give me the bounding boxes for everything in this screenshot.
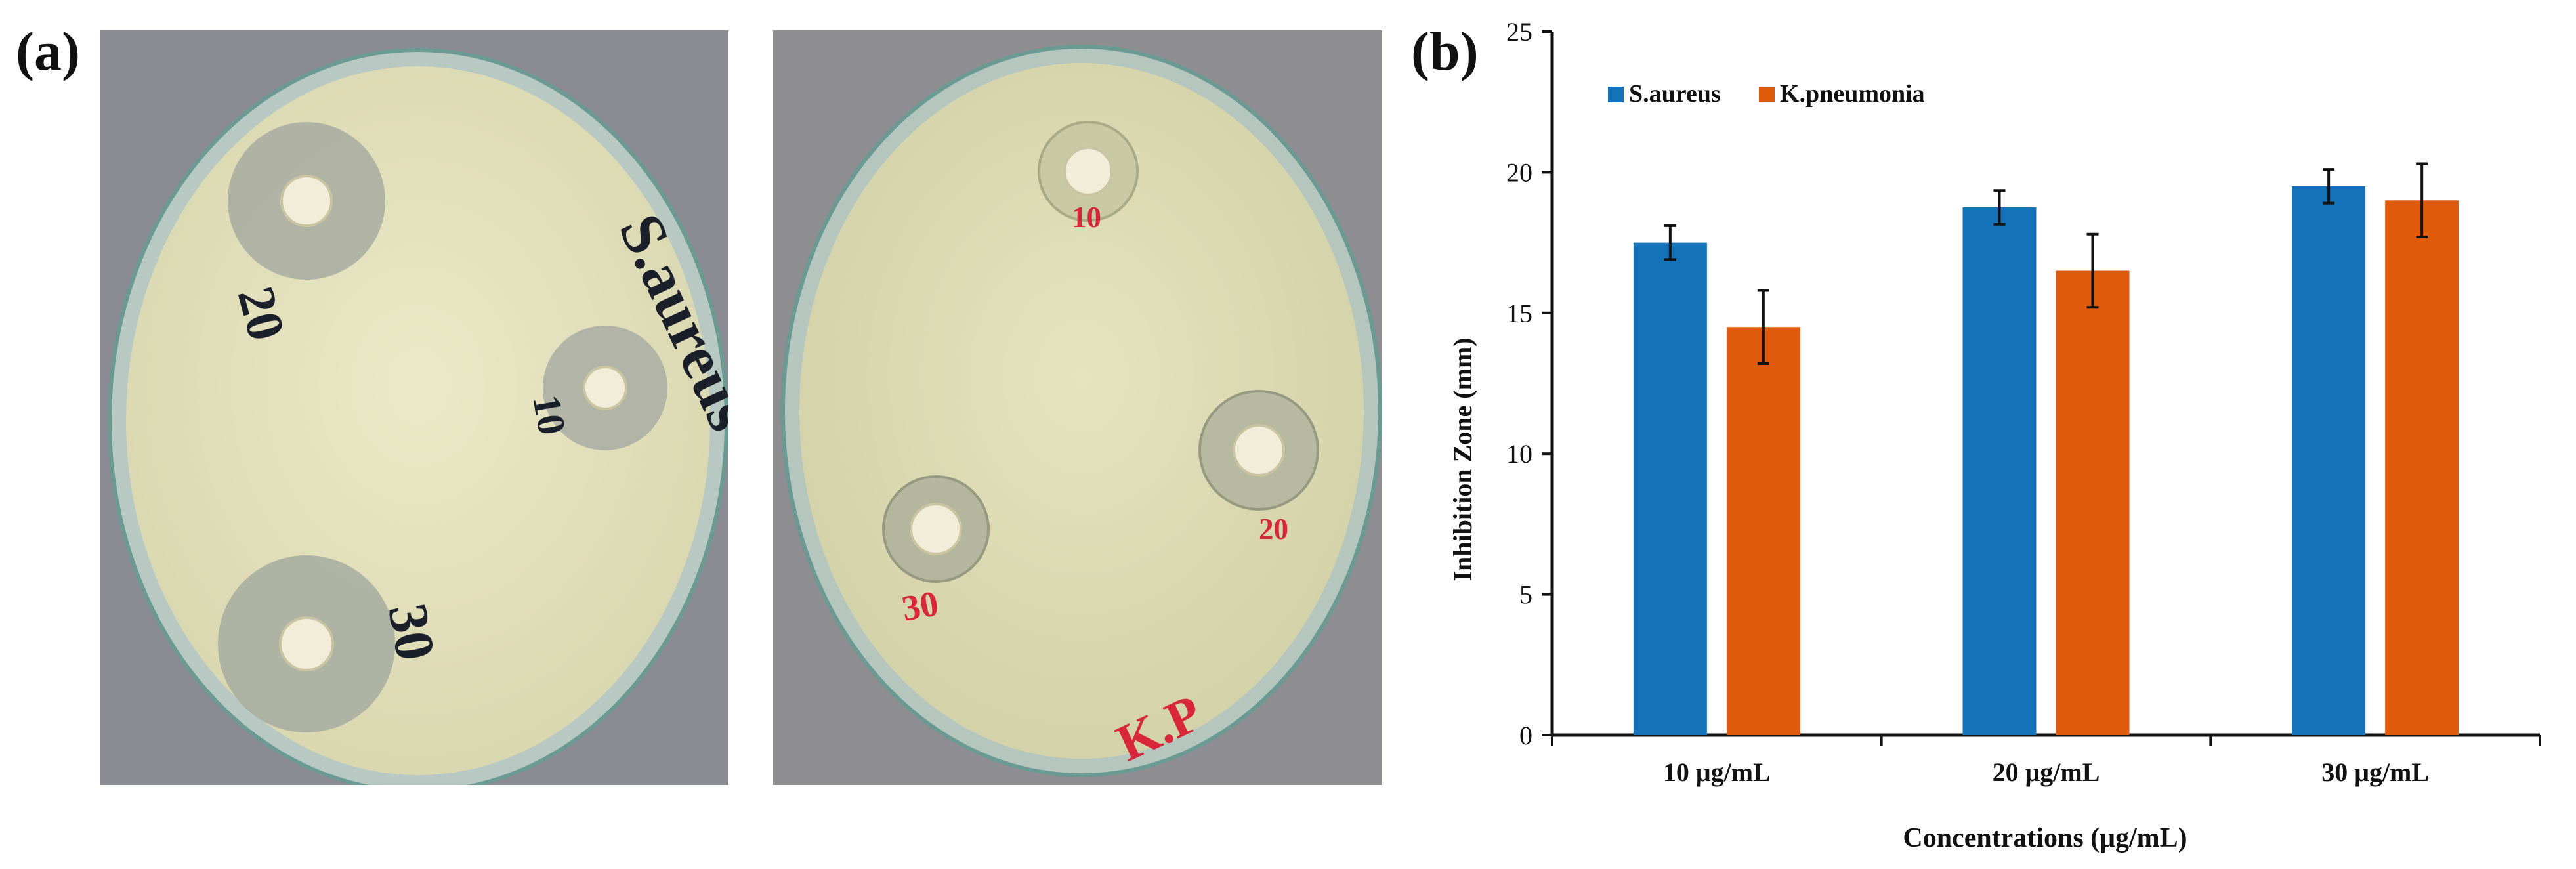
x-tick-label: 30 μg/mL: [2321, 757, 2429, 787]
y-axis-label: Inhibition Zone (mm): [1448, 337, 1477, 581]
x-tick-label: 20 μg/mL: [1993, 757, 2100, 787]
bar: [1726, 327, 1800, 735]
plate-label-20: 20: [1259, 513, 1288, 545]
plate-label-30: 30: [898, 583, 941, 629]
x-tick-label: 10 μg/mL: [1663, 757, 1771, 787]
legend-label: K.pneumonia: [1780, 80, 1925, 108]
petri-dish-photo-kpneumonia: 10 20 30 K.P: [773, 30, 1382, 785]
petri-dish-saureus-image: 20 10 30 S.aureus: [100, 30, 728, 785]
y-tick-label: 25: [1506, 17, 1532, 47]
y-tick-label: 20: [1506, 158, 1532, 187]
y-axis: 0 5 10 15 20 25: [1506, 17, 1554, 750]
bar: [1962, 207, 2037, 735]
y-tick-label: 0: [1519, 721, 1532, 750]
legend-swatch: [1759, 87, 1775, 102]
bar: [2385, 200, 2459, 735]
plate-label-10: 10: [524, 392, 574, 438]
y-tick-label: 5: [1519, 580, 1532, 610]
bars-group: [1633, 162, 2459, 736]
petri-dish-kpneumonia-image: 10 20 30 K.P: [773, 30, 1382, 785]
y-tick-label: 10: [1506, 439, 1532, 469]
bar: [2292, 186, 2366, 736]
bar: [1633, 242, 1707, 736]
panel-b-label: (b): [1411, 21, 1479, 82]
legend-swatch: [1608, 87, 1624, 102]
bar: [2056, 270, 2130, 736]
plate-label-30: 30: [376, 599, 446, 665]
y-tick-label: 15: [1506, 299, 1532, 328]
x-axis-label: Concentrations (μg/mL): [1903, 823, 2187, 853]
legend-label: S.aureus: [1629, 80, 1721, 108]
petri-dish-photo-saureus: 20 10 30 S.aureus: [100, 30, 728, 785]
x-axis: 10 μg/mL 20 μg/mL 30 μg/mL: [1551, 733, 2541, 787]
legend: S.aureus K.pneumonia: [1608, 80, 1925, 108]
inhibition-zone-bar-chart: 0 5 10 15 20 25 10 μg/mL 20 μg/mL 30 μg/mL S.au…: [1448, 17, 2541, 853]
panel-a-label: (a): [16, 21, 80, 82]
plate-label-10: 10: [1072, 201, 1101, 234]
